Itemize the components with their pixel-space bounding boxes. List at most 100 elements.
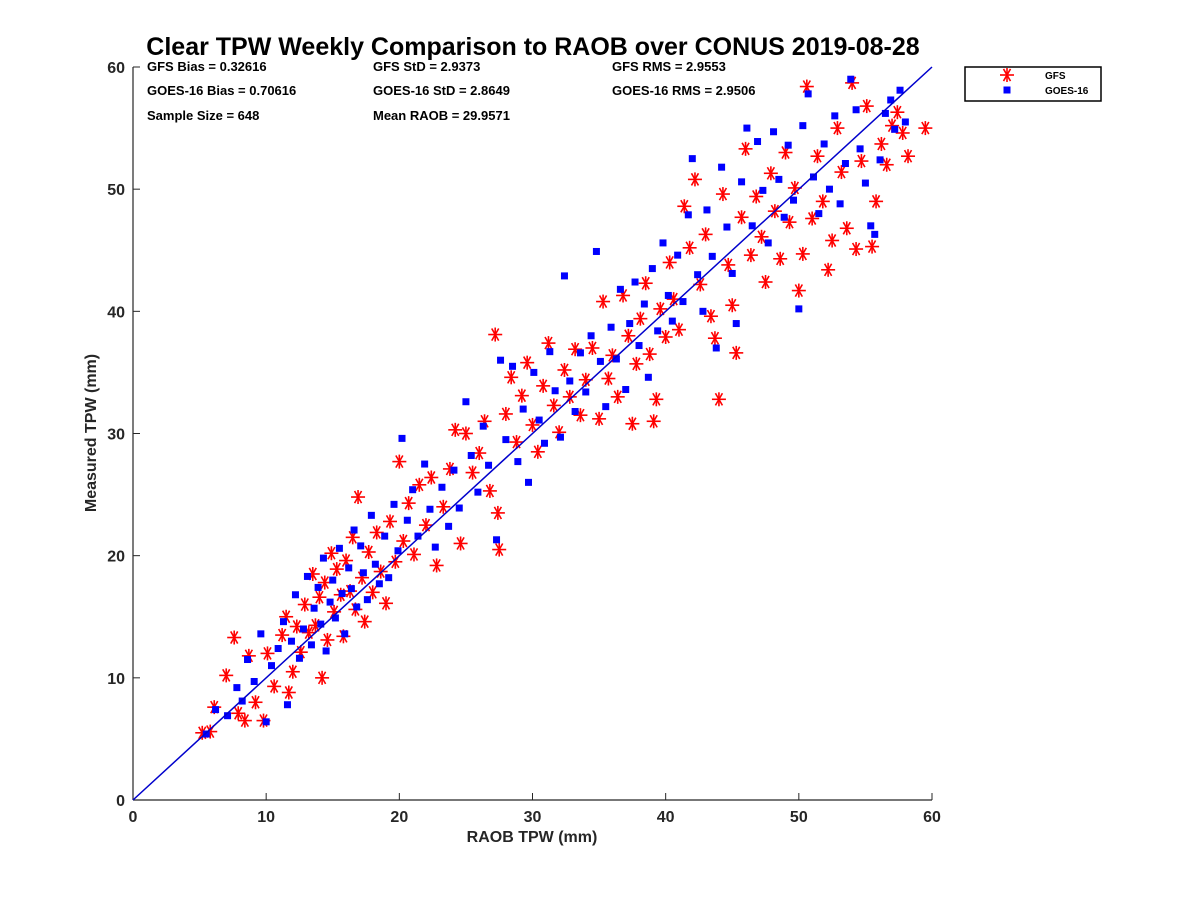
gfs-point: [653, 301, 668, 316]
goes-16-point: [274, 645, 282, 653]
gfs-point: [482, 483, 497, 498]
goes-16-point: [891, 125, 899, 133]
x-tick-label: 40: [657, 809, 675, 826]
goes-16-point: [644, 373, 652, 381]
gfs-point: [671, 322, 686, 337]
gfs-point: [754, 229, 769, 244]
stat-gfs-bias: GFS Bias = 0.32616: [147, 59, 267, 74]
gfs-point: [351, 490, 366, 505]
goes-16-point: [519, 405, 527, 413]
goes-16-point: [607, 323, 615, 331]
series-goes-16: [202, 75, 909, 738]
goes-16-point: [445, 522, 453, 530]
gfs-point: [677, 199, 692, 214]
gfs-point: [621, 328, 636, 343]
gfs-point: [357, 614, 372, 629]
goes-16-point: [847, 75, 855, 83]
goes-16-point: [329, 576, 337, 584]
y-tick-label: 40: [107, 304, 125, 321]
goes-16-point: [390, 500, 398, 508]
gfs-point: [369, 525, 384, 540]
gfs-point: [711, 392, 726, 407]
stat-goes-bias: GOES-16 Bias = 0.70616: [147, 83, 296, 98]
goes-16-point: [703, 206, 711, 214]
gfs-point: [758, 275, 773, 290]
gfs-point: [573, 408, 588, 423]
stats-annotations: GFS Bias = 0.32616 GFS StD = 2.9373 GFS …: [147, 59, 755, 123]
goes-16-point: [438, 483, 446, 491]
goes-16-point: [596, 357, 604, 365]
gfs-point: [662, 255, 677, 270]
goes-16-point: [295, 654, 303, 662]
gfs-point: [743, 248, 758, 263]
gfs-point: [859, 99, 874, 114]
goes-16-point: [551, 387, 559, 395]
gfs-point: [610, 389, 625, 404]
gfs-point: [592, 411, 607, 426]
gfs-point: [795, 246, 810, 261]
legend-goes-16-symbol: [1003, 86, 1011, 94]
goes-16-point: [431, 543, 439, 551]
gfs-point: [465, 465, 480, 480]
goes-16-point: [497, 356, 505, 364]
gfs-point: [707, 331, 722, 346]
chart-title: Clear TPW Weekly Comparison to RAOB over…: [146, 33, 919, 61]
gfs-point: [260, 646, 275, 661]
goes-16-point: [212, 706, 220, 714]
goes-16-point: [795, 305, 803, 313]
gfs-point: [815, 194, 830, 209]
gfs-point: [874, 136, 889, 151]
goes-16-point: [867, 222, 875, 230]
gfs-point: [869, 194, 884, 209]
goes-16-point: [780, 213, 788, 221]
goes-16-point: [359, 569, 367, 577]
stat-sample-size: Sample Size = 648: [147, 108, 259, 123]
gfs-point: [361, 545, 376, 560]
y-axis-label: Measured TPW (mm): [83, 354, 100, 512]
gfs-point: [578, 372, 593, 387]
goes-16-point: [881, 109, 889, 117]
legend-goes-16-label: GOES-16: [1045, 86, 1089, 97]
goes-16-point: [684, 211, 692, 219]
gfs-point: [638, 276, 653, 291]
gfs-point: [557, 362, 572, 377]
gfs-point: [498, 406, 513, 421]
goes-16-point: [540, 439, 548, 447]
goes-16-point: [317, 620, 325, 628]
stat-gfs-std: GFS StD = 2.9373: [373, 59, 480, 74]
goes-16-point: [852, 106, 860, 114]
goes-16-point: [576, 349, 584, 357]
gfs-point: [715, 187, 730, 202]
gfs-point: [525, 417, 540, 432]
goes-16-point: [530, 368, 538, 376]
x-tick-label: 30: [524, 809, 542, 826]
goes-16-point: [233, 684, 241, 692]
gfs-point: [901, 149, 916, 164]
gfs-point: [633, 311, 648, 326]
gfs-point: [365, 585, 380, 600]
goes-16-point: [345, 564, 353, 572]
goes-16-point: [257, 630, 265, 638]
goes-16-point: [790, 196, 798, 204]
gfs-point: [890, 105, 905, 120]
goes-16-point: [326, 598, 334, 606]
goes-16-point: [319, 554, 327, 562]
goes-16-point: [357, 542, 365, 550]
gfs-point: [514, 388, 529, 403]
gfs-point: [830, 121, 845, 136]
gfs-point: [738, 141, 753, 156]
goes-16-point: [861, 179, 869, 187]
legend-box: [964, 66, 1102, 102]
gfs-point: [320, 632, 335, 647]
goes-16-point: [310, 604, 318, 612]
gfs-point: [275, 628, 290, 643]
goes-16-point: [322, 647, 330, 655]
goes-16-point: [398, 434, 406, 442]
legend-goes-16-marker: [1003, 86, 1011, 94]
goes-16-point: [403, 516, 411, 524]
gfs-point: [401, 496, 416, 511]
goes-16-point: [350, 526, 358, 534]
stat-mean-raob: Mean RAOB = 29.9571: [373, 108, 510, 123]
goes-16-point: [455, 504, 463, 512]
gfs-point: [642, 347, 657, 362]
